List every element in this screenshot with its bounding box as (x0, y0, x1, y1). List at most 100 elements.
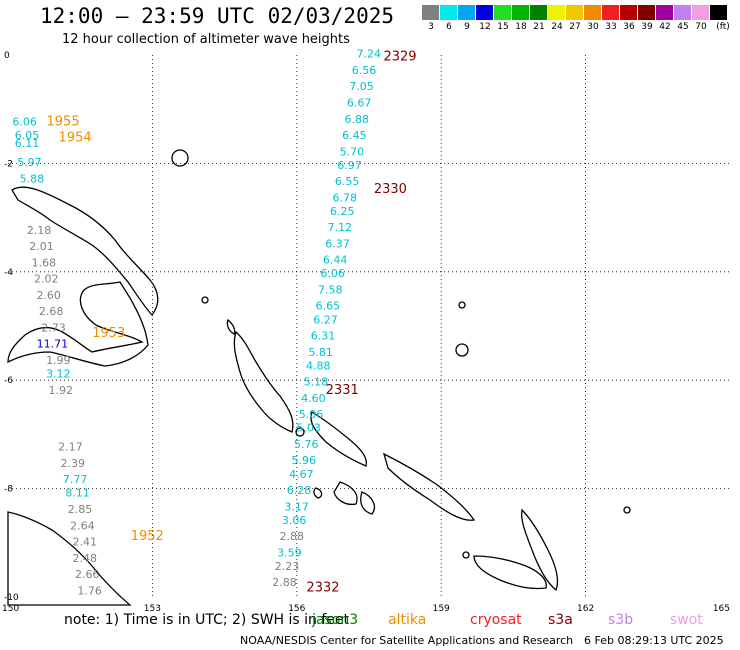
coast-santa-isabel (382, 452, 476, 521)
scale-swatch (440, 5, 457, 20)
wave-height-value: 1.76 (77, 584, 102, 597)
lon-tick-label: 153 (144, 604, 161, 614)
coast-new-britain (7, 281, 149, 367)
wave-height-value: 5.97 (17, 156, 42, 169)
coast-island (623, 506, 631, 514)
wave-height-value: 6.45 (342, 129, 367, 142)
scale-swatch (620, 5, 637, 20)
coast-new-ireland (11, 186, 159, 317)
scale-swatch (602, 5, 619, 20)
wave-height-value: 2.66 (75, 568, 100, 581)
satellite-legend-item: swot (670, 612, 703, 628)
scale-swatch (458, 5, 475, 20)
wave-height-value: 7.05 (349, 80, 374, 93)
lat-tick-label: 0 (4, 51, 10, 61)
wave-height-value: 2.01 (29, 240, 54, 253)
scale-swatch (710, 5, 727, 20)
satellite-legend-item: s3a (548, 612, 573, 628)
wave-height-value: 2.88 (280, 530, 305, 543)
scale-swatch (692, 5, 709, 20)
scale-label: 36 (623, 22, 635, 32)
wave-height-value: 3.12 (46, 367, 71, 380)
coast-buka (226, 318, 236, 335)
wave-height-value: 6.88 (345, 113, 370, 126)
wave-height-value: 3.06 (282, 514, 307, 527)
wave-height-value: 3.59 (277, 546, 302, 559)
wave-height-value: 6.31 (311, 330, 336, 343)
coast-new-georgia (313, 481, 376, 515)
wave-height-value: 2.88 (272, 576, 297, 589)
wave-height-value: 7.58 (318, 283, 343, 296)
pass-time-label: 1955 (47, 114, 80, 129)
scale-label: 21 (533, 22, 545, 32)
lat-tick-label: -2 (4, 159, 13, 169)
wave-height-value: 6.37 (325, 237, 350, 250)
wave-height-value: 2.85 (68, 503, 93, 516)
lat-tick-label: -4 (4, 268, 13, 278)
wave-height-value: 1.99 (46, 354, 71, 367)
scale-swatch (512, 5, 529, 20)
wave-height-value: 2.17 (58, 441, 83, 454)
scale-label: 42 (659, 22, 671, 32)
coastline (7, 149, 631, 606)
scale-label: 9 (464, 22, 470, 32)
wave-height-value: 2.64 (70, 519, 95, 532)
wave-height-value: 6.44 (323, 254, 348, 267)
coast-island (201, 296, 209, 304)
pass-time-label: 1952 (131, 529, 164, 544)
wave-height-value: 6.67 (347, 96, 372, 109)
wave-height-value: 5.96 (292, 454, 317, 467)
scale-label: 12 (479, 22, 491, 32)
coast-choiseul (310, 411, 368, 467)
lon-tick-label: 159 (433, 604, 450, 614)
wave-height-value: 2.60 (36, 289, 61, 302)
coast-malaita (520, 508, 559, 592)
wave-height-value: 5.03 (296, 422, 321, 435)
wave-height-value: 6.25 (330, 205, 355, 218)
pass-time-label: 1954 (59, 131, 92, 146)
page-title: 12:00 – 23:59 UTC 02/03/2025 (40, 4, 395, 28)
coast-island (458, 301, 466, 309)
scale-swatch (584, 5, 601, 20)
wave-height-value: 2.02 (34, 273, 59, 286)
wave-height-value: 5.81 (308, 346, 333, 359)
wave-height-value: 5.06 (299, 408, 324, 421)
wave-height-value: 5.88 (20, 172, 45, 185)
lon-tick-label: 162 (577, 604, 594, 614)
scale-swatch (674, 5, 691, 20)
wave-height-value: 6.56 (352, 64, 377, 77)
scale-label: 45 (677, 22, 689, 32)
wave-height-value: 3.17 (284, 500, 309, 513)
pass-time-label: 2331 (326, 383, 359, 398)
scale-label: 18 (515, 22, 527, 32)
wave-height-value: 4.88 (306, 359, 331, 372)
lat-tick-label: -6 (4, 376, 13, 386)
lon-tick-label: 150 (2, 604, 19, 614)
page-subtitle: 12 hour collection of altimeter wave hei… (62, 32, 350, 47)
scale-label: 6 (446, 22, 452, 32)
pass-time-label: 2332 (306, 581, 339, 596)
wave-height-value: 1.68 (32, 256, 57, 269)
wave-height-value: 2.73 (41, 321, 66, 334)
satellite-legend-item: altika (388, 612, 427, 628)
scale-label: 70 (695, 22, 707, 32)
footer-generated: 6 Feb 08:29:13 UTC 2025 (584, 634, 724, 647)
wave-height-value: 6.55 (335, 175, 360, 188)
pass-time-label: 1953 (92, 326, 125, 341)
wave-height-value: 2.41 (73, 536, 98, 549)
scale-label: 3 (428, 22, 434, 32)
coast-island (295, 427, 305, 437)
lon-tick-label: 165 (713, 604, 730, 614)
scale-label: 24 (551, 22, 563, 32)
pass-time-label: 2329 (383, 49, 416, 64)
scale-label: 39 (641, 22, 653, 32)
scale-swatch (656, 5, 673, 20)
wave-height-value: 1.92 (48, 384, 73, 397)
wave-height-value: 6.65 (316, 300, 341, 313)
wave-height-value: 6.28 (287, 484, 312, 497)
wave-height-value: 2.23 (275, 560, 300, 573)
satellite-legend-item: s3b (608, 612, 634, 628)
coast-island (171, 149, 189, 167)
